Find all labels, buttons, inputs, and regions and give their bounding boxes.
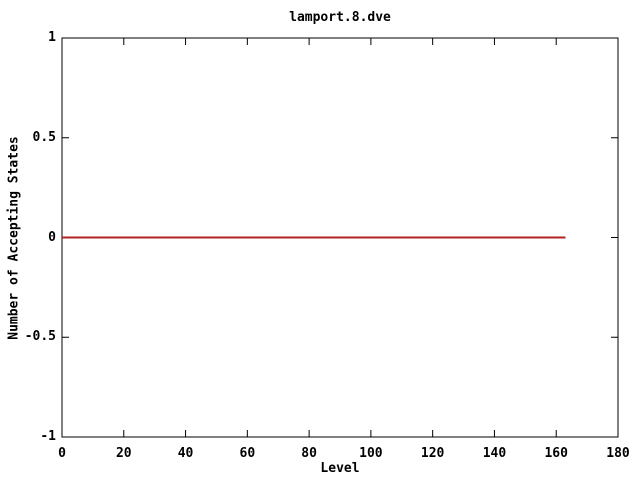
y-tick-label: 0 bbox=[48, 229, 56, 245]
x-axis-label: Level bbox=[320, 461, 360, 476]
y-tick-label: -1 bbox=[40, 429, 56, 444]
y-tick-label: 0.5 bbox=[32, 129, 56, 145]
x-tick-label: 120 bbox=[420, 446, 445, 461]
chart-title: lamport.8.dve bbox=[289, 10, 391, 25]
y-tick-label: -0.5 bbox=[24, 329, 56, 345]
x-tick-label: 80 bbox=[301, 446, 317, 461]
x-tick-label: 180 bbox=[606, 446, 630, 461]
x-tick-label: 100 bbox=[359, 446, 383, 461]
y-tick-label: 1 bbox=[48, 30, 56, 45]
x-tick-label: 0 bbox=[58, 446, 66, 461]
x-tick-label: 160 bbox=[544, 446, 568, 461]
x-tick-label: 20 bbox=[115, 446, 132, 461]
x-tick-label: 60 bbox=[239, 446, 256, 461]
x-tick-label: 40 bbox=[177, 446, 194, 461]
x-tick-label: 140 bbox=[482, 446, 507, 461]
